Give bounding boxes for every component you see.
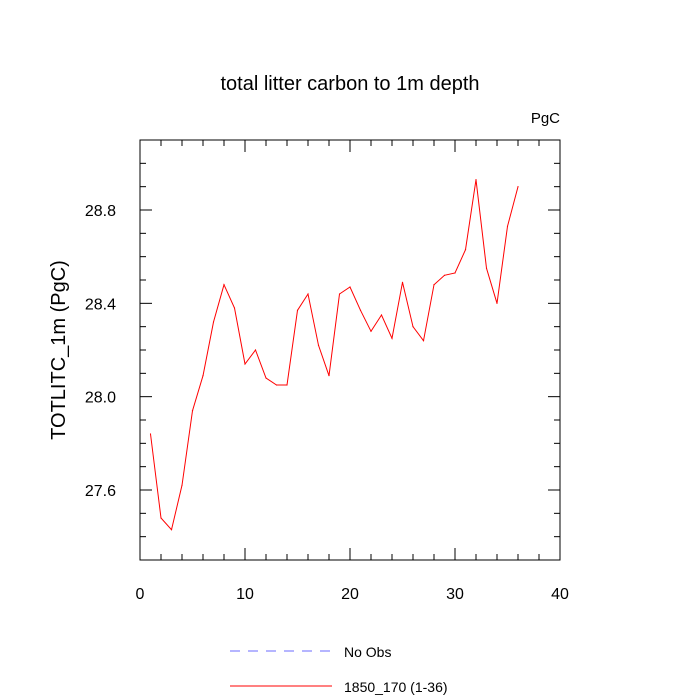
data-point (181, 484, 183, 486)
legend: No Obs 1850_170 (1-36) (230, 644, 448, 695)
data-point (212, 321, 215, 323)
data-point (475, 179, 477, 181)
data-point (464, 249, 467, 251)
x-tick-label: 10 (236, 586, 254, 603)
data-point (202, 375, 204, 377)
x-tick-label: 20 (341, 586, 359, 603)
data-point (328, 375, 330, 377)
data-point (454, 272, 456, 274)
data-point (286, 384, 288, 386)
legend-label: 1850_170 (1-36) (344, 679, 448, 695)
data-point (391, 337, 393, 339)
plot-series (149, 179, 519, 531)
data-point (233, 307, 236, 309)
data-point (517, 186, 519, 188)
data-point (170, 529, 173, 531)
data-point (317, 344, 320, 346)
chart-title: total litter carbon to 1m depth (220, 73, 479, 95)
x-tick-label: 40 (551, 586, 569, 603)
y-axis-label: TOTLITC_1m (PgC) (48, 260, 70, 440)
x-tick-label: 0 (136, 586, 145, 603)
data-point (422, 340, 425, 342)
plot-frame (139, 139, 561, 561)
y-tick-label: 27.6 (85, 483, 116, 500)
units-label: PgC (531, 110, 560, 127)
y-tick-label: 28.8 (85, 203, 116, 220)
data-point (296, 309, 299, 311)
data-point (433, 284, 435, 286)
data-point (307, 293, 309, 295)
axis-ticks (139, 139, 561, 561)
data-point (223, 284, 225, 286)
data-point (401, 281, 404, 283)
data-point (443, 274, 446, 276)
data-point (359, 309, 362, 311)
y-tick-label: 28.4 (85, 296, 116, 313)
data-point (338, 293, 341, 295)
data-point (370, 330, 372, 332)
data-point (412, 326, 414, 328)
data-point (149, 433, 152, 435)
legend-label: No Obs (344, 644, 391, 660)
x-tick-label: 30 (446, 586, 464, 603)
y-tick-label: 28.0 (85, 390, 116, 407)
data-point (160, 517, 162, 519)
data-point (485, 267, 488, 269)
data-point (191, 410, 194, 412)
series-line (150, 179, 519, 531)
axis-tick-labels: 0 10 20 30 40 27.6 28.0 28.4 28.8 (85, 203, 569, 603)
data-point (506, 225, 509, 227)
data-point (380, 314, 383, 316)
data-point (275, 384, 278, 386)
data-point (244, 363, 246, 365)
data-point (254, 349, 257, 351)
data-point (265, 377, 267, 379)
data-point (496, 302, 498, 304)
data-point (349, 286, 351, 288)
